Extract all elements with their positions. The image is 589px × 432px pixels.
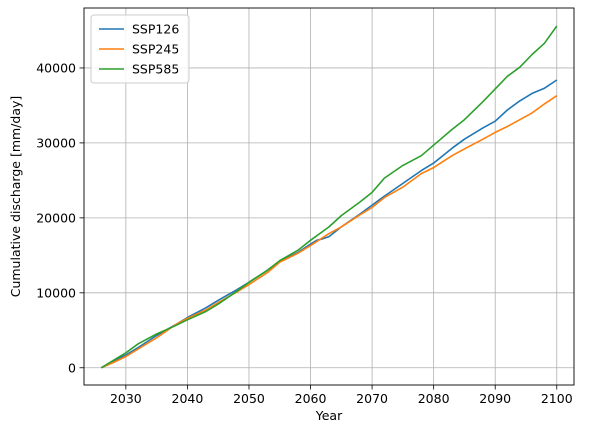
x-tick-label: 2060 [295,391,327,406]
legend-label: SSP126 [132,22,179,37]
x-tick-label: 2090 [479,391,511,406]
y-tick-label: 0 [68,360,76,375]
x-tick-label: 2100 [541,391,573,406]
series-line-ssp126 [100,79,558,369]
y-tick-label: 30000 [36,135,76,150]
series-lines [100,25,558,369]
series-line-ssp585 [100,25,558,369]
legend-frame [90,14,190,84]
y-axis: 0 10000 20000 30000 40000 [36,60,84,375]
grid [84,8,574,385]
x-tick-label: 2040 [172,391,204,406]
legend: SSP126 SSP245 SSP585 [90,14,190,84]
x-axis-title: Year [315,408,343,423]
y-tick-label: 20000 [36,210,76,225]
x-axis: 2030 2040 2050 2060 2070 2080 2090 2100 [110,385,573,406]
x-tick-label: 2070 [356,391,388,406]
plot-frame [83,7,575,386]
y-tick-label: 40000 [36,60,76,75]
series-line-ssp245 [100,95,558,369]
x-tick-label: 2030 [110,391,142,406]
legend-label: SSP585 [132,62,179,77]
x-tick-label: 2080 [418,391,450,406]
x-tick-label: 2050 [233,391,265,406]
y-axis-title: Cumulative discharge [mm/day] [8,96,23,298]
y-tick-label: 10000 [36,285,76,300]
legend-label: SSP245 [132,42,179,57]
